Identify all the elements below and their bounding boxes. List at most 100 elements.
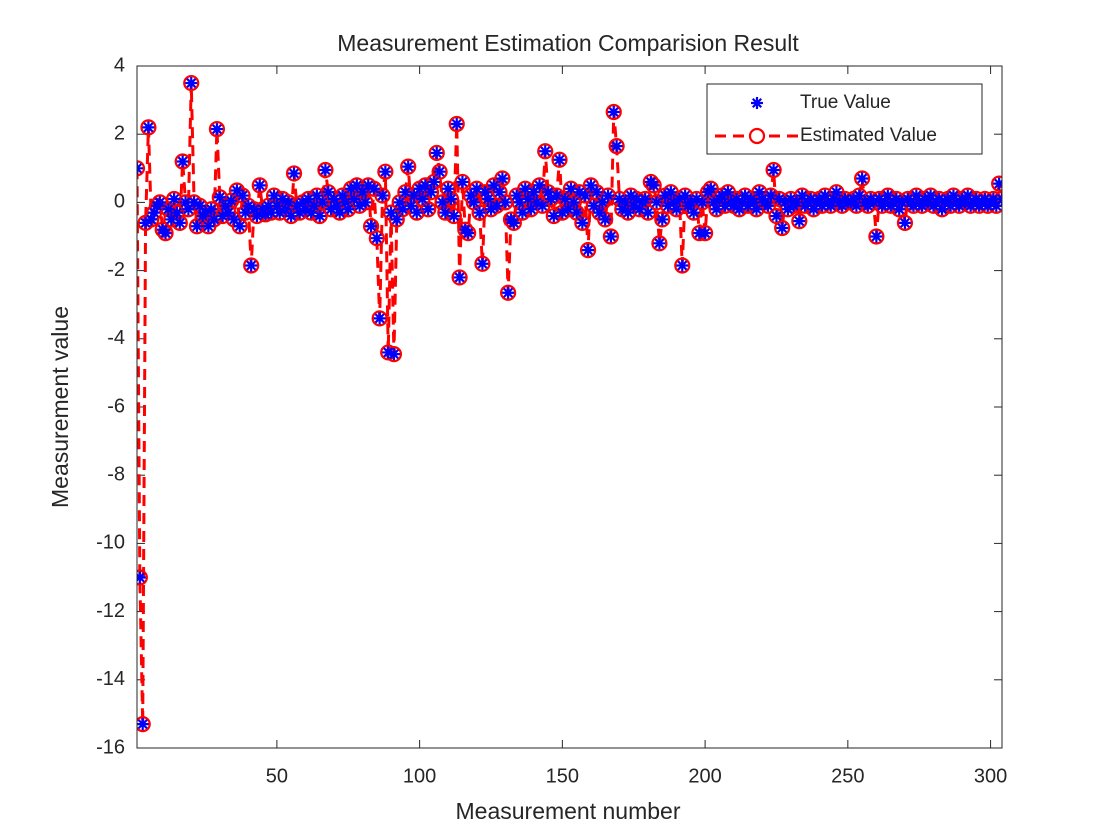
circle-marker — [537, 143, 554, 160]
asterisk-marker — [764, 189, 777, 202]
asterisk-marker — [784, 192, 797, 205]
asterisk-marker — [345, 182, 358, 195]
circle-marker — [654, 211, 671, 228]
asterisk-marker — [496, 172, 509, 185]
asterisk-marker — [673, 192, 686, 205]
asterisk-marker — [947, 189, 960, 202]
asterisk-marker — [539, 145, 552, 158]
asterisk-marker — [836, 199, 849, 212]
asterisk-marker — [567, 196, 580, 209]
asterisk-marker — [205, 203, 218, 216]
circle-marker — [377, 163, 394, 180]
asterisk-marker — [699, 227, 712, 240]
asterisk-marker — [727, 199, 740, 212]
asterisk-marker — [137, 571, 146, 584]
asterisk-marker — [293, 206, 306, 219]
asterisk-marker — [462, 227, 475, 240]
asterisk-marker — [921, 196, 934, 209]
asterisk-marker — [941, 192, 954, 205]
asterisk-marker — [484, 203, 497, 216]
asterisk-marker — [873, 192, 886, 205]
circle-marker — [285, 165, 303, 182]
asterisk-marker — [350, 179, 363, 192]
asterisk-marker — [533, 179, 546, 192]
asterisk-marker — [202, 220, 215, 233]
x-tick-label: 300 — [974, 765, 1007, 787]
circle-marker — [371, 310, 388, 327]
asterisk-marker — [564, 182, 577, 195]
asterisk-marker — [553, 153, 566, 166]
asterisk-marker — [584, 179, 597, 192]
y-tick-label: 2 — [114, 122, 125, 144]
asterisk-marker — [676, 259, 689, 272]
legend: True Value Estimated Value — [706, 83, 983, 155]
circle-marker — [674, 257, 691, 274]
asterisk-marker — [987, 192, 1000, 205]
asterisk-marker — [402, 160, 415, 173]
circle-marker — [494, 170, 511, 187]
asterisk-marker — [313, 210, 326, 223]
asterisk-marker — [721, 186, 734, 199]
x-tick-label: 100 — [403, 765, 436, 787]
asterisk-marker — [213, 191, 226, 204]
asterisk-marker — [279, 203, 292, 216]
circle-marker — [639, 204, 657, 221]
asterisk-marker — [450, 117, 463, 130]
asterisk-marker — [248, 203, 261, 216]
asterisk-marker — [373, 312, 386, 325]
asterisk-marker — [807, 203, 820, 216]
circle-marker — [551, 151, 568, 168]
asterisk-marker — [622, 206, 635, 219]
asterisk-marker — [993, 177, 1002, 190]
asterisk-marker — [490, 199, 503, 212]
asterisk-marker — [499, 196, 512, 209]
asterisk-marker — [716, 189, 729, 202]
circle-marker — [991, 175, 1002, 192]
asterisk-marker — [316, 196, 329, 209]
asterisk-marker — [168, 192, 181, 205]
legend-label: Estimated Value — [800, 125, 937, 146]
asterisk-marker — [633, 203, 646, 216]
asterisk-marker — [830, 186, 843, 199]
asterisk-marker — [513, 196, 526, 209]
asterisk-marker — [296, 196, 309, 209]
asterisk-marker — [385, 206, 398, 219]
circle-marker — [548, 187, 565, 204]
asterisk-marker — [433, 165, 446, 178]
plot-area — [137, 74, 1002, 733]
asterisk-marker — [519, 182, 532, 195]
asterisk-marker — [479, 186, 492, 199]
asterisk-marker — [867, 196, 880, 209]
asterisk-marker — [148, 206, 161, 219]
asterisk-marker — [299, 203, 312, 216]
circle-marker — [368, 230, 385, 247]
asterisk-marker — [190, 220, 203, 233]
asterisk-marker — [990, 199, 1002, 212]
asterisk-marker — [137, 718, 149, 731]
asterisk-marker — [510, 189, 523, 202]
asterisk-marker — [305, 206, 318, 219]
asterisk-marker — [896, 196, 909, 209]
circle-marker — [651, 235, 668, 252]
asterisk-marker — [225, 194, 238, 207]
circle-marker — [791, 213, 808, 230]
asterisk-marker — [761, 199, 774, 212]
x-tick-label: 200 — [688, 765, 721, 787]
circle-marker — [574, 214, 591, 231]
x-axis-label: Measurement number — [456, 798, 681, 824]
asterisk-marker — [650, 196, 663, 209]
asterisk-marker — [607, 106, 620, 119]
asterisk-marker — [890, 192, 903, 205]
asterisk-marker — [465, 189, 478, 202]
asterisk-marker — [310, 189, 323, 202]
asterisk-marker — [530, 196, 543, 209]
asterisk-marker — [347, 192, 360, 205]
asterisk-marker — [399, 186, 412, 199]
asterisk-marker — [627, 199, 640, 212]
y-tick-label: -8 — [107, 463, 125, 485]
asterisk-marker — [542, 186, 555, 199]
asterisk-marker — [562, 203, 575, 216]
asterisk-marker — [419, 179, 432, 192]
y-tick-label: -6 — [107, 395, 125, 417]
